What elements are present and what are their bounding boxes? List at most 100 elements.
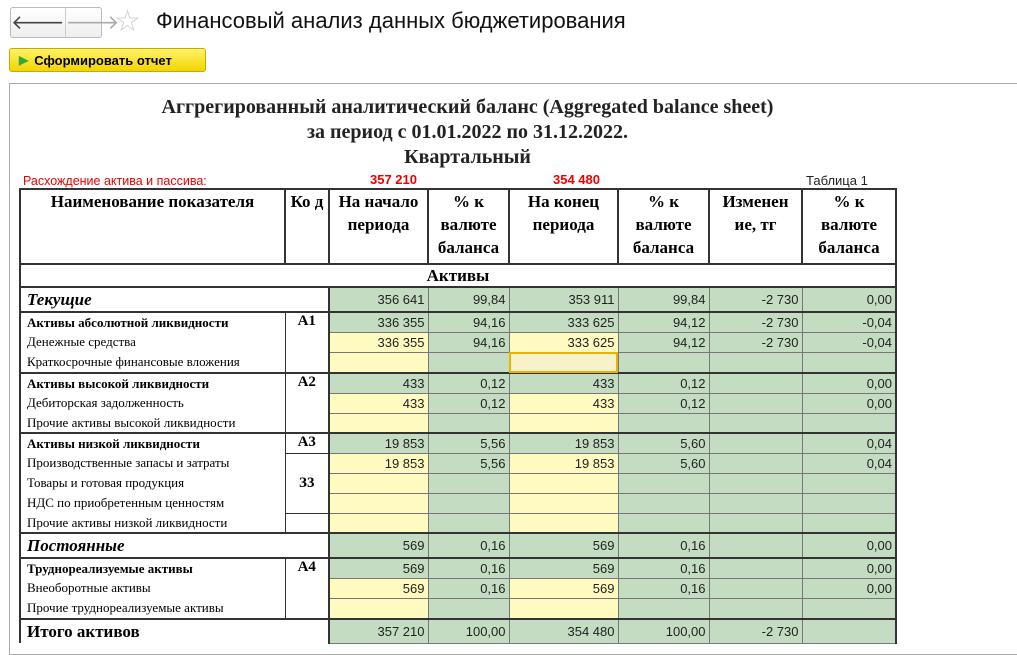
- change-percent-cell[interactable]: [801, 412, 897, 434]
- start-value-cell[interactable]: [328, 492, 429, 514]
- change-percent-cell[interactable]: 0,00: [801, 532, 897, 559]
- change-percent-cell[interactable]: [801, 351, 897, 374]
- start-value-cell[interactable]: [328, 597, 429, 620]
- change-percent-cell[interactable]: 0,04: [801, 432, 897, 454]
- start-percent-cell[interactable]: [427, 597, 510, 620]
- end-percent-cell[interactable]: [617, 412, 710, 434]
- start-value-cell[interactable]: 356 641: [328, 286, 429, 313]
- change-value-cell[interactable]: -2 730: [708, 331, 803, 353]
- change-value-cell[interactable]: [708, 412, 803, 434]
- end-percent-cell[interactable]: 0,12: [617, 372, 710, 394]
- end-value-cell[interactable]: 433: [508, 372, 619, 394]
- end-percent-cell[interactable]: 0,16: [617, 557, 710, 579]
- change-percent-cell[interactable]: [801, 597, 897, 620]
- end-value-cell[interactable]: [508, 512, 619, 534]
- start-value-cell[interactable]: 569: [328, 532, 429, 559]
- change-percent-cell[interactable]: [801, 618, 897, 644]
- start-value-cell[interactable]: [328, 472, 429, 494]
- change-value-cell[interactable]: [708, 492, 803, 514]
- end-percent-cell[interactable]: 94,12: [617, 331, 710, 353]
- start-percent-cell[interactable]: 94,16: [427, 311, 510, 333]
- start-percent-cell[interactable]: 0,12: [427, 372, 510, 394]
- start-value-cell[interactable]: 357 210: [328, 618, 429, 644]
- end-percent-cell[interactable]: 5,60: [617, 432, 710, 454]
- end-value-cell[interactable]: 354 480: [508, 618, 619, 644]
- end-value-cell[interactable]: 19 853: [508, 452, 619, 474]
- end-percent-cell[interactable]: [617, 351, 710, 374]
- start-value-cell[interactable]: 336 355: [328, 311, 429, 333]
- back-button[interactable]: 🡐: [11, 8, 65, 37]
- start-percent-cell[interactable]: 0,12: [427, 392, 510, 414]
- start-percent-cell[interactable]: 5,56: [427, 452, 510, 474]
- start-percent-cell[interactable]: 5,56: [427, 432, 510, 454]
- end-percent-cell[interactable]: 5,60: [617, 452, 710, 474]
- end-value-cell[interactable]: [508, 597, 619, 620]
- start-percent-cell[interactable]: [427, 512, 510, 534]
- change-percent-cell[interactable]: -0,04: [801, 331, 897, 353]
- start-value-cell[interactable]: 433: [328, 392, 429, 414]
- end-percent-cell[interactable]: 94,12: [617, 311, 710, 333]
- start-value-cell[interactable]: 19 853: [328, 452, 429, 474]
- end-value-cell[interactable]: 333 625: [508, 331, 619, 353]
- change-value-cell[interactable]: [708, 532, 803, 559]
- change-percent-cell[interactable]: [801, 492, 897, 514]
- change-percent-cell[interactable]: 0,00: [801, 392, 897, 414]
- change-value-cell[interactable]: [708, 452, 803, 474]
- change-value-cell[interactable]: -2 730: [708, 286, 803, 313]
- end-value-cell[interactable]: 19 853: [508, 432, 619, 454]
- start-value-cell[interactable]: 19 853: [328, 432, 429, 454]
- star-icon[interactable]: ☆: [114, 5, 141, 38]
- change-value-cell[interactable]: [708, 512, 803, 534]
- change-percent-cell[interactable]: 0,00: [801, 372, 897, 394]
- change-value-cell[interactable]: -2 730: [708, 311, 803, 333]
- start-percent-cell[interactable]: 0,16: [427, 557, 510, 579]
- start-value-cell[interactable]: [328, 512, 429, 534]
- change-value-cell[interactable]: [708, 351, 803, 374]
- change-value-cell[interactable]: [708, 372, 803, 394]
- change-value-cell[interactable]: -2 730: [708, 618, 803, 644]
- end-value-cell[interactable]: [508, 492, 619, 514]
- change-percent-cell[interactable]: 0,00: [801, 286, 897, 313]
- start-percent-cell[interactable]: [427, 412, 510, 434]
- end-value-cell[interactable]: 569: [508, 577, 619, 599]
- end-value-cell[interactable]: 433: [508, 392, 619, 414]
- generate-report-button[interactable]: ▶ Сформировать отчет: [9, 48, 206, 72]
- start-percent-cell[interactable]: [427, 472, 510, 494]
- start-percent-cell[interactable]: 0,16: [427, 532, 510, 559]
- start-value-cell[interactable]: [328, 412, 429, 434]
- change-value-cell[interactable]: [708, 432, 803, 454]
- end-value-cell[interactable]: 333 625: [508, 311, 619, 333]
- change-percent-cell[interactable]: 0,00: [801, 577, 897, 599]
- end-value-cell[interactable]: [508, 412, 619, 434]
- end-percent-cell[interactable]: 99,84: [617, 286, 710, 313]
- end-percent-cell[interactable]: 0,16: [617, 532, 710, 559]
- end-percent-cell[interactable]: [617, 492, 710, 514]
- end-percent-cell[interactable]: 0,16: [617, 577, 710, 599]
- end-percent-cell[interactable]: [617, 512, 710, 534]
- end-value-cell[interactable]: [508, 351, 619, 374]
- change-value-cell[interactable]: [708, 557, 803, 579]
- start-value-cell[interactable]: 569: [328, 577, 429, 599]
- end-value-cell[interactable]: [508, 472, 619, 494]
- end-percent-cell[interactable]: 0,12: [617, 392, 710, 414]
- end-value-cell[interactable]: 569: [508, 532, 619, 559]
- start-value-cell[interactable]: 336 355: [328, 331, 429, 353]
- start-percent-cell[interactable]: 94,16: [427, 331, 510, 353]
- end-value-cell[interactable]: 353 911: [508, 286, 619, 313]
- change-value-cell[interactable]: [708, 472, 803, 494]
- end-percent-cell[interactable]: [617, 597, 710, 620]
- start-value-cell[interactable]: [328, 351, 429, 374]
- start-percent-cell[interactable]: 0,16: [427, 577, 510, 599]
- start-percent-cell[interactable]: [427, 351, 510, 374]
- start-percent-cell[interactable]: 99,84: [427, 286, 510, 313]
- end-percent-cell[interactable]: 100,00: [617, 618, 710, 644]
- change-percent-cell[interactable]: -0,04: [801, 311, 897, 333]
- change-value-cell[interactable]: [708, 392, 803, 414]
- change-value-cell[interactable]: [708, 577, 803, 599]
- start-percent-cell[interactable]: [427, 492, 510, 514]
- start-value-cell[interactable]: 569: [328, 557, 429, 579]
- change-percent-cell[interactable]: 0,00: [801, 557, 897, 579]
- change-percent-cell[interactable]: [801, 512, 897, 534]
- start-percent-cell[interactable]: 100,00: [427, 618, 510, 644]
- change-percent-cell[interactable]: [801, 472, 897, 494]
